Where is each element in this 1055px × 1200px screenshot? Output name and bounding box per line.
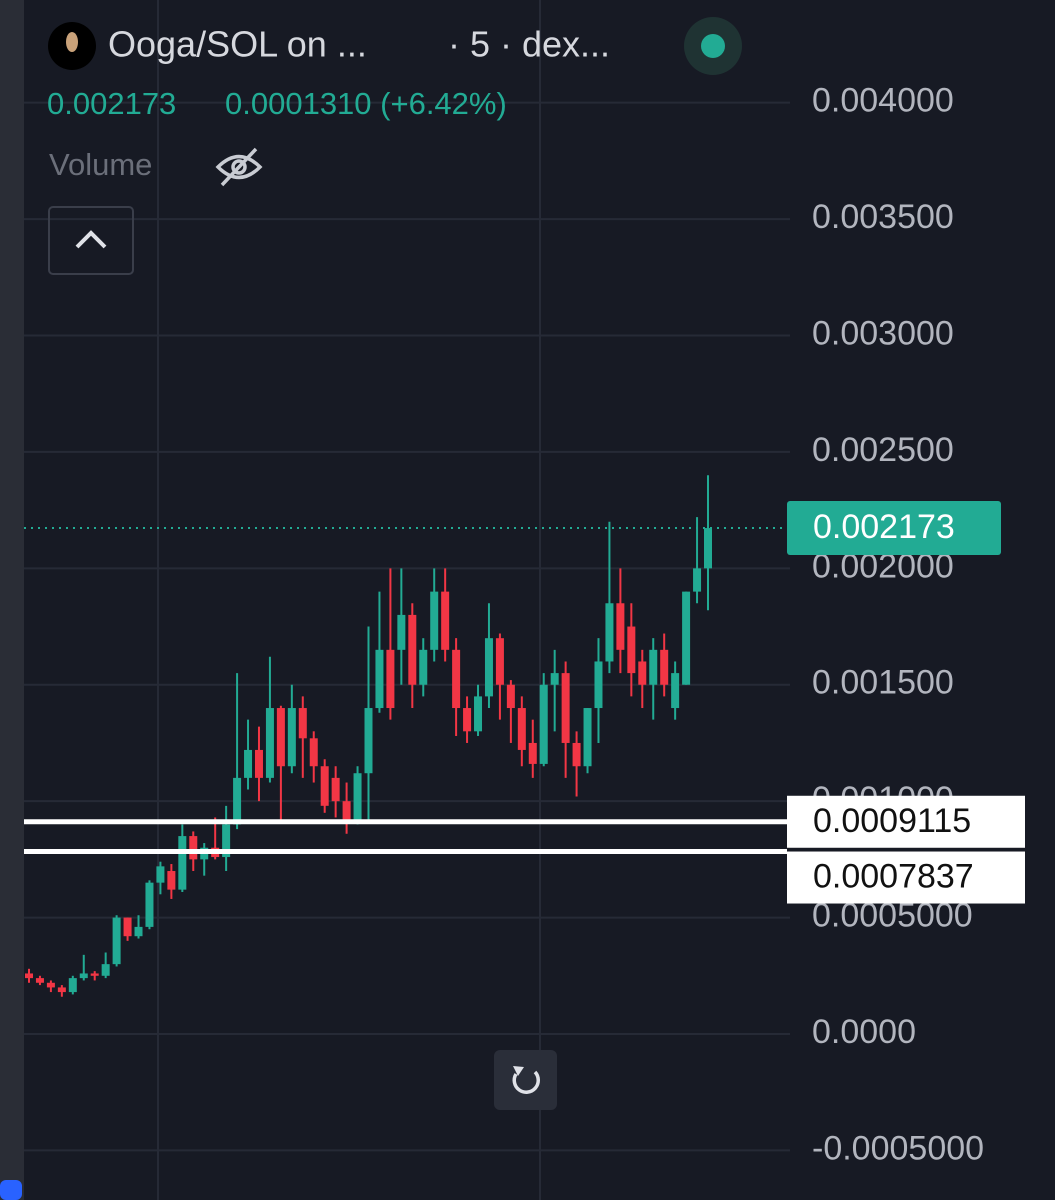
candle-body [222,824,231,858]
candle-body [79,973,88,979]
hide-volume-icon[interactable] [215,147,263,187]
reset-button-bg[interactable] [494,1050,557,1110]
candle-body [189,836,198,860]
candle-body [309,738,318,767]
candle-body [517,708,526,750]
candle-body [649,649,658,685]
candle-body [331,777,340,802]
candle-body [156,866,165,883]
candle-body [244,749,253,778]
candle-body [539,684,548,764]
candle-body [386,649,395,709]
candle-body [134,926,143,937]
candle-body [90,973,99,976]
last-price-tag-label: 0.002173 [813,508,955,546]
candle-body [660,649,669,685]
candle-body [682,591,691,685]
volume-label: Volume [49,147,152,182]
candle-body [57,987,66,993]
chart-subtitle: · 5 · dex... [448,24,610,65]
candle-body [25,973,33,979]
chart-title: Ooga/SOL on ... [108,24,367,65]
candle-body [254,749,263,778]
last-price: 0.002173 [47,86,176,121]
candle-body [671,673,680,709]
candle-body [441,591,450,650]
candle-body [68,978,77,993]
last-price-tag [787,501,1001,556]
candle-body [627,626,636,674]
candle-body [704,528,712,569]
candle-body [693,568,702,592]
level-tag [787,851,1025,904]
candle-body [265,708,274,778]
price-change: 0.0001310 (+6.42%) [225,86,507,121]
header: Ooga/SOL on ... · 5 · dex... 0.002173 0.… [47,17,742,275]
candle-body [167,871,176,890]
candle-body [375,649,384,709]
candle-body [583,708,592,767]
candle-body [276,708,285,767]
candle-body [342,801,351,820]
candle-body [638,661,647,685]
candle-body [616,603,625,650]
y-tick-label: 0.001500 [812,664,954,702]
candle-body [287,708,296,767]
edge-tab [0,1180,22,1200]
candle-body [495,638,504,685]
candle-body [320,766,329,806]
candle-body [397,614,406,650]
candle-body [463,708,472,732]
reset-button[interactable] [494,1050,557,1110]
candle-body [419,649,428,685]
candle-body [233,777,242,825]
y-tick-label: 0.003500 [812,198,954,236]
chevron-up [75,230,107,249]
candle-body [561,673,570,743]
candle-body [123,917,132,937]
candle-body [364,708,373,774]
candle-body [605,603,614,662]
candle-body [430,591,439,650]
y-tick-label: -0.0005000 [812,1129,984,1167]
candle-body [572,742,581,767]
y-tick-label: 0.0000 [812,1013,916,1051]
candle-body [506,684,515,709]
token-figure [66,32,78,52]
candle-body [145,882,154,927]
y-tick-label: 0.002500 [812,431,954,469]
reset-icon [512,1070,540,1094]
collapse-button[interactable] [48,206,134,275]
candle-body [112,917,121,965]
candle-body [528,742,537,764]
overlay: 0.002173 0.0009115 0.0007837 [24,501,1025,904]
candle-body [452,649,461,709]
candles [25,475,712,997]
candle-body [474,696,483,732]
candle-body [550,673,559,685]
reset-arrow [513,1066,524,1076]
candle-body [46,982,55,988]
level-tag-label: 0.0009115 [813,802,971,840]
level-tag-label: 0.0007837 [813,858,974,896]
y-tick-label: 0.003000 [812,314,954,352]
level-tag [787,795,1025,848]
candle-body [408,614,417,685]
y-tick-label: 0.004000 [812,82,954,120]
candle-body [594,661,603,709]
candle-body [178,836,187,890]
candle-body [484,638,493,697]
left-edge [0,0,24,1200]
grid: 0.0040000.0035000.0030000.0025000.002000… [24,82,984,1167]
status-dot [701,34,725,58]
candle-body [298,708,307,739]
candle-body [101,964,110,976]
candle-body [35,978,44,983]
candle-body [353,773,362,820]
